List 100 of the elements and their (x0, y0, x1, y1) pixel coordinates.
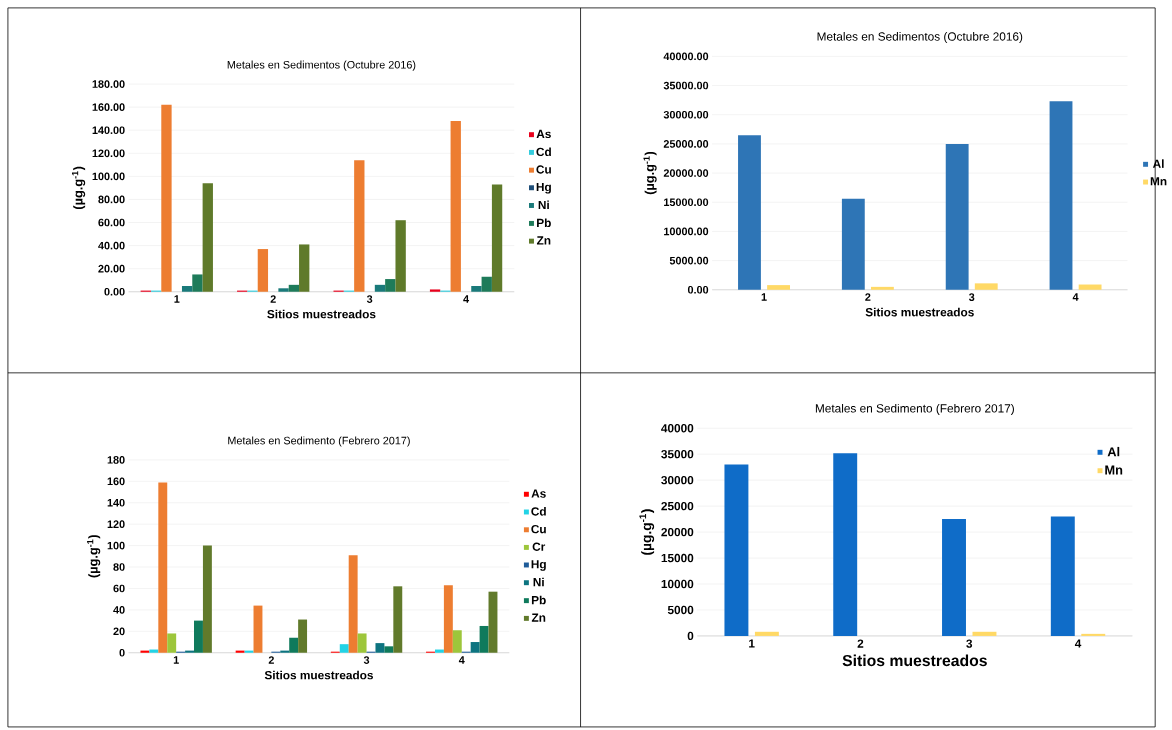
legend-label: Al (1152, 159, 1164, 168)
bar (339, 644, 349, 653)
bar (738, 135, 761, 290)
y-tick-label: 80 (113, 563, 125, 571)
x-axis-title: Sitios muestreados (267, 309, 376, 319)
legend-label: As (531, 489, 546, 498)
y-tick-label: 120 (107, 520, 125, 529)
bar (1049, 101, 1073, 290)
y-tick-label: 30000.00 (663, 110, 709, 119)
bar (202, 545, 212, 653)
bar (348, 555, 358, 653)
legend-label: Mn (1105, 465, 1123, 475)
bar (724, 464, 749, 636)
y-tick-label: 20.00 (98, 264, 125, 273)
y-tick-label: 180 (107, 456, 125, 464)
legend-label: Cu (531, 524, 546, 534)
bar (452, 630, 462, 653)
bar (385, 279, 396, 292)
x-tick-label: 3 (363, 656, 370, 664)
bar (278, 288, 289, 292)
y-tick-label: 15000 (661, 553, 694, 563)
bar (280, 650, 290, 653)
bar (481, 276, 492, 292)
bar (488, 591, 498, 653)
bar (479, 626, 489, 653)
x-tick-label: 1 (761, 293, 767, 301)
y-tick-label: 60 (113, 584, 125, 593)
legend-label: Al (1107, 446, 1120, 457)
bar (185, 650, 195, 653)
y-tick-label: 35000.00 (663, 81, 709, 90)
bar (161, 104, 172, 292)
legend-label: Cd (536, 147, 551, 157)
bar (384, 646, 394, 653)
x-tick-label: 4 (463, 295, 470, 303)
y-tick-label: 120.00 (92, 149, 125, 158)
legend-label: Pb (537, 218, 551, 228)
legend-label: Zn (531, 613, 546, 622)
legend-label: Mn (1150, 177, 1167, 186)
y-tick-label: 80.00 (98, 195, 125, 204)
y-tick-label: 100 (107, 541, 125, 550)
y-tick-label: 25000 (661, 501, 694, 511)
y-tick-label: 0.00 (687, 286, 709, 294)
bar (395, 220, 406, 292)
y-axis-title: (µg.g$^{-1}$) (87, 535, 101, 578)
bar (354, 160, 365, 292)
x-tick-label: 1 (174, 295, 180, 303)
legend-label: As (536, 129, 551, 139)
y-tick-label: 60.00 (98, 218, 125, 227)
bar (942, 519, 966, 636)
y-tick-label: 40.00 (98, 241, 125, 250)
y-tick-label: 20000 (661, 527, 694, 537)
x-tick-label: 1 (749, 639, 755, 648)
x-tick-label: 2 (857, 639, 864, 648)
y-tick-label: 10000 (661, 579, 694, 589)
legend-label: Cd (531, 507, 546, 516)
y-tick-label: 25000.00 (663, 140, 709, 148)
legend-label: Pb (531, 595, 546, 605)
bar (299, 244, 310, 292)
y-tick-label: 5000.00 (669, 256, 709, 265)
y-tick-label: 0 (687, 631, 694, 641)
bar (767, 285, 790, 290)
bar (257, 249, 269, 292)
bar (450, 121, 461, 292)
legend-label: Ni (538, 200, 549, 210)
x-tick-label: 3 (966, 639, 973, 648)
y-tick-label: 10000.00 (664, 227, 709, 236)
legend-label: Hg (531, 560, 546, 571)
chart-title: Metales en Sedimentos (Octubre 2016) (227, 60, 416, 71)
x-tick-label: 2 (268, 656, 274, 664)
legend-label: Hg (536, 183, 551, 194)
x-tick-label: 1 (173, 656, 179, 664)
y-tick-label: 40 (113, 606, 125, 614)
x-axis-title: Sitios muestreados (264, 670, 373, 680)
y-tick-label: 40000.00 (663, 52, 709, 61)
x-tick-label: 2 (270, 295, 276, 303)
x-tick-label: 4 (458, 656, 465, 664)
bar (434, 649, 444, 653)
x-tick-label: 3 (366, 295, 373, 303)
bar (491, 184, 503, 292)
bar (235, 650, 245, 653)
bar (244, 650, 254, 653)
bar (167, 633, 177, 653)
bar (1050, 516, 1075, 636)
y-tick-label: 100.00 (92, 172, 125, 181)
bar (443, 585, 453, 653)
bar (194, 620, 203, 653)
bar (471, 286, 482, 292)
y-tick-label: 20 (113, 627, 125, 636)
y-axis-title: (µg.g$^{-1}$) (639, 509, 655, 555)
bar (870, 286, 894, 290)
chart-title: Metales en Sedimento (Febrero 2017) (228, 436, 410, 447)
y-tick-label: 180.00 (92, 80, 125, 88)
y-tick-label: 30000 (661, 476, 694, 485)
chart-title: Metales en Sedimento (Febrero 2017) (815, 403, 1014, 415)
bar (374, 284, 386, 292)
bar (289, 637, 299, 653)
y-tick-label: 160.00 (92, 103, 125, 112)
y-tick-label: 140 (107, 498, 125, 507)
x-tick-label: 3 (968, 293, 975, 301)
y-tick-label: 5000 (667, 605, 694, 615)
